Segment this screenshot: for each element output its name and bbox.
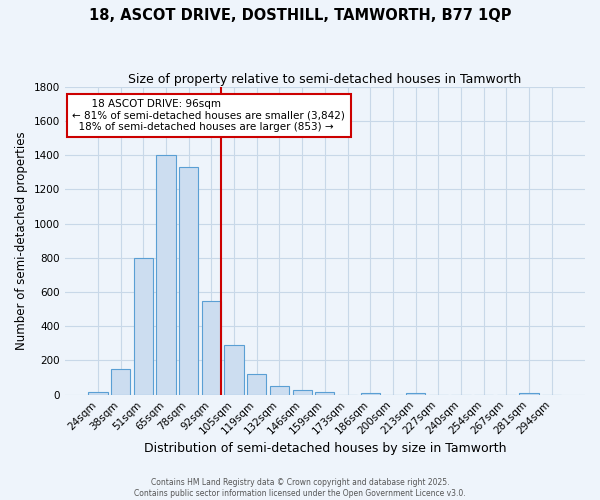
Bar [224, 345, 244, 395]
Text: 18, ASCOT DRIVE, DOSTHILL, TAMWORTH, B77 1QP: 18, ASCOT DRIVE, DOSTHILL, TAMWORTH, B77… [89, 8, 511, 22]
Text: 18 ASCOT DRIVE: 96sqm
← 81% of semi-detached houses are smaller (3,842)
  18% of: 18 ASCOT DRIVE: 96sqm ← 81% of semi-deta… [73, 99, 346, 132]
Text: Contains HM Land Registry data © Crown copyright and database right 2025.
Contai: Contains HM Land Registry data © Crown c… [134, 478, 466, 498]
Bar [361, 393, 380, 394]
Bar [315, 392, 334, 394]
X-axis label: Distribution of semi-detached houses by size in Tamworth: Distribution of semi-detached houses by … [143, 442, 506, 455]
Bar [247, 374, 266, 394]
Bar [179, 167, 199, 394]
Bar [157, 155, 176, 394]
Bar [202, 300, 221, 394]
Bar [111, 369, 130, 394]
Bar [293, 390, 312, 394]
Bar [406, 393, 425, 394]
Bar [270, 386, 289, 394]
Y-axis label: Number of semi-detached properties: Number of semi-detached properties [15, 132, 28, 350]
Title: Size of property relative to semi-detached houses in Tamworth: Size of property relative to semi-detach… [128, 72, 521, 86]
Bar [88, 392, 107, 394]
Bar [520, 393, 539, 394]
Bar [134, 258, 153, 394]
